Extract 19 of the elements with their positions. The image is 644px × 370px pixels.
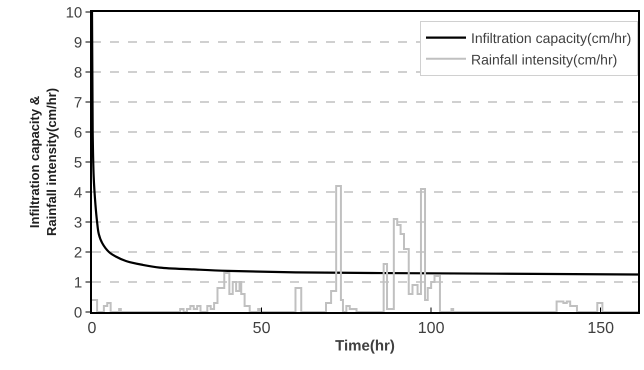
y-tick-label: 9 bbox=[74, 34, 82, 52]
y-tick-label: 8 bbox=[74, 64, 82, 82]
x-tick-label: 150 bbox=[587, 320, 614, 337]
x-axis-title: Time(hr) bbox=[335, 337, 395, 354]
y-tick-label: 1 bbox=[74, 274, 82, 292]
y-tick-label: 0 bbox=[74, 304, 82, 322]
y-tick-label: 7 bbox=[74, 94, 82, 112]
y-tick-label: 5 bbox=[74, 154, 82, 172]
legend-label: Rainfall intensity(cm/hr) bbox=[471, 51, 618, 68]
y-tick-label: 4 bbox=[74, 184, 82, 202]
x-tick-label: 0 bbox=[88, 320, 97, 337]
x-tick-label: 100 bbox=[418, 320, 445, 337]
x-tick-label: 50 bbox=[252, 320, 271, 337]
legend-label: Infiltration capacity(cm/hr) bbox=[471, 30, 632, 46]
y-tick-label: 2 bbox=[74, 244, 82, 262]
y-tick-label: 6 bbox=[74, 124, 82, 142]
y-tick-label: 3 bbox=[74, 214, 82, 232]
y-axis-title: Infiltration capacity & Rainfall intensity(cm/hr) bbox=[27, 88, 60, 236]
y-tick-label: 10 bbox=[66, 4, 82, 22]
